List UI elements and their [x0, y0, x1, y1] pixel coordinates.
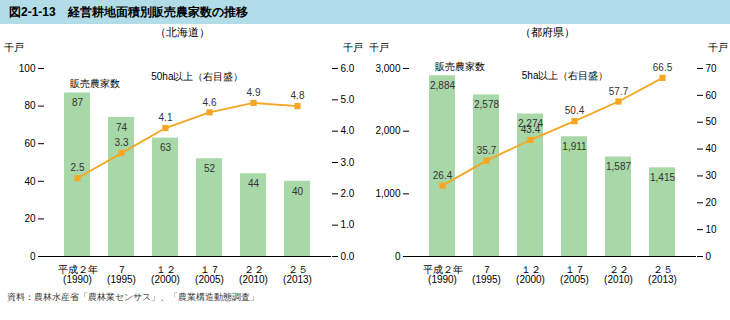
svg-text:１７(2005): １７(2005) — [195, 264, 224, 285]
svg-text:千戸: 千戸 — [343, 42, 363, 53]
html-text:図2-1-13 経営耕地面積別販売農家数の推移: 図2-1-13 経営耕地面積別販売農家数の推移 — [9, 5, 248, 19]
svg-text:30: 30 — [706, 170, 718, 181]
svg-text:2,884: 2,884 — [430, 80, 455, 91]
svg-text:80: 80 — [24, 100, 36, 111]
svg-text:0: 0 — [706, 251, 712, 262]
svg-text:2.5: 2.5 — [71, 162, 85, 173]
svg-text:販売農家数: 販売農家数 — [435, 61, 485, 72]
svg-text:63: 63 — [160, 142, 172, 153]
svg-text:１２(2000): １２(2000) — [516, 264, 545, 285]
svg-text:2,000: 2,000 — [375, 125, 400, 136]
svg-text:0: 0 — [30, 251, 36, 262]
svg-text:７(1995): ７(1995) — [472, 264, 501, 285]
svg-text:60: 60 — [24, 138, 36, 149]
svg-text:10: 10 — [706, 224, 718, 235]
svg-text:43.4: 43.4 — [521, 124, 541, 135]
svg-text:0.0: 0.0 — [341, 251, 355, 262]
svg-text:平成２年(1990): 平成２年(1990) — [58, 264, 98, 285]
svg-text:3.3: 3.3 — [115, 137, 129, 148]
svg-text:44: 44 — [248, 178, 260, 189]
svg-text:4.8: 4.8 — [291, 90, 305, 101]
svg-text:66.5: 66.5 — [653, 62, 673, 73]
svg-text:千戸: 千戸 — [369, 42, 389, 53]
html-text:資料：農林水産省「農林業センサス」、「農業構造動態調査」: 資料：農林水産省「農林業センサス」、「農業構造動態調査」 — [7, 292, 259, 302]
svg-text:87: 87 — [72, 97, 84, 108]
svg-text:40: 40 — [292, 186, 304, 197]
svg-text:5ha以上（右目盛）: 5ha以上（右目盛） — [522, 70, 609, 81]
svg-text:50.4: 50.4 — [565, 105, 585, 116]
svg-text:3,000: 3,000 — [375, 63, 400, 74]
svg-text:57.7: 57.7 — [609, 86, 629, 97]
svg-text:1,587: 1,587 — [606, 161, 631, 172]
svg-text:4.9: 4.9 — [247, 87, 261, 98]
svg-text:3.0: 3.0 — [341, 157, 355, 168]
html-text:（北海道）: （北海道） — [155, 26, 210, 38]
svg-text:１２(2000): １２(2000) — [151, 264, 180, 285]
svg-text:２５(2013): ２５(2013) — [283, 264, 312, 285]
html-text:（都府県）: （都府県） — [520, 26, 575, 38]
svg-text:千戸: 千戸 — [4, 42, 24, 53]
svg-text:７(1995): ７(1995) — [107, 264, 136, 285]
svg-text:平成２年(1990): 平成２年(1990) — [423, 264, 463, 285]
svg-text:２２(2010): ２２(2010) — [604, 264, 633, 285]
svg-text:2.0: 2.0 — [341, 188, 355, 199]
svg-text:千戸: 千戸 — [708, 42, 728, 53]
svg-text:4.1: 4.1 — [159, 112, 173, 123]
svg-text:1,415: 1,415 — [650, 172, 675, 183]
svg-text:52: 52 — [204, 163, 216, 174]
svg-text:26.4: 26.4 — [433, 170, 453, 181]
svg-text:2,578: 2,578 — [474, 99, 499, 110]
svg-text:1,000: 1,000 — [375, 188, 400, 199]
svg-text:0: 0 — [395, 251, 401, 262]
svg-text:2,274: 2,274 — [518, 118, 543, 129]
svg-text:100: 100 — [19, 63, 36, 74]
svg-text:50: 50 — [706, 116, 718, 127]
svg-text:１７(2005): １７(2005) — [560, 264, 589, 285]
svg-text:40: 40 — [706, 143, 718, 154]
svg-text:4.6: 4.6 — [203, 97, 217, 108]
svg-text:２２(2010): ２２(2010) — [239, 264, 268, 285]
svg-text:74: 74 — [116, 122, 128, 133]
svg-text:6.0: 6.0 — [341, 63, 355, 74]
svg-text:20: 20 — [706, 197, 718, 208]
svg-text:35.7: 35.7 — [477, 145, 497, 156]
svg-text:1,911: 1,911 — [562, 141, 587, 152]
svg-text:販売農家数: 販売農家数 — [70, 78, 120, 89]
svg-text:1.0: 1.0 — [341, 219, 355, 230]
svg-text:4.0: 4.0 — [341, 125, 355, 136]
svg-text:２５(2013): ２５(2013) — [648, 264, 677, 285]
svg-text:5.0: 5.0 — [341, 94, 355, 105]
svg-text:40: 40 — [24, 176, 36, 187]
svg-text:70: 70 — [706, 63, 718, 74]
svg-text:60: 60 — [706, 90, 718, 101]
svg-text:20: 20 — [24, 213, 36, 224]
svg-text:50ha以上（右目盛）: 50ha以上（右目盛） — [151, 71, 243, 82]
